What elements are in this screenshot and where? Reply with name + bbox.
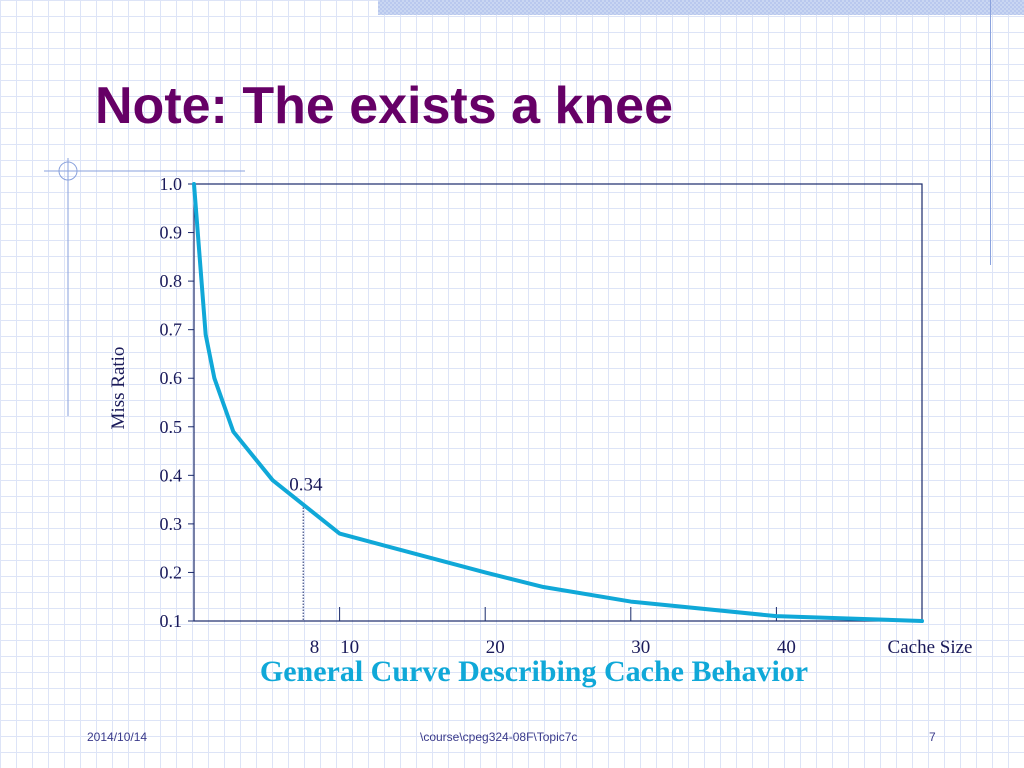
- chart-caption: General Curve Describing Cache Behavior: [259, 655, 809, 688]
- page-number: 7: [929, 730, 936, 744]
- plot-frame: [193, 183, 923, 622]
- y-tick-label: 0.3: [160, 514, 183, 534]
- x-axis-label: Cache Size: [888, 637, 973, 658]
- x-tick-label: 20: [486, 637, 505, 658]
- y-tick-label: 0.2: [160, 562, 183, 582]
- footer-date: 2014/10/14: [87, 730, 148, 744]
- footer-path: \course\cpeg324-08F\Topic7c: [420, 730, 578, 744]
- y-axis-label: Miss Ratio: [108, 347, 129, 430]
- x-tick-label: 30: [631, 637, 650, 658]
- right-rule-line: [990, 0, 991, 265]
- decoration-crosshair: [44, 158, 245, 416]
- x-tick-label: 8: [310, 637, 320, 658]
- knee-value-label: 0.34: [289, 474, 323, 495]
- slide-title: Note: The exists a knee: [95, 77, 673, 135]
- y-tick-label: 0.7: [160, 320, 183, 340]
- y-tick-label: 0.1: [160, 611, 183, 631]
- x-tick-label: 40: [777, 637, 796, 658]
- header-band: [378, 0, 1024, 15]
- y-tick-label: 0.9: [160, 223, 183, 243]
- miss-ratio-curve: [192, 182, 924, 623]
- y-tick-label: 0.8: [160, 271, 183, 291]
- x-tick-label: 10: [340, 637, 359, 658]
- y-tick-label: 0.5: [160, 417, 183, 437]
- y-tick-label: 0.6: [160, 368, 183, 388]
- y-tick-label: 0.4: [160, 465, 183, 485]
- y-tick-label: 1.0: [160, 174, 183, 194]
